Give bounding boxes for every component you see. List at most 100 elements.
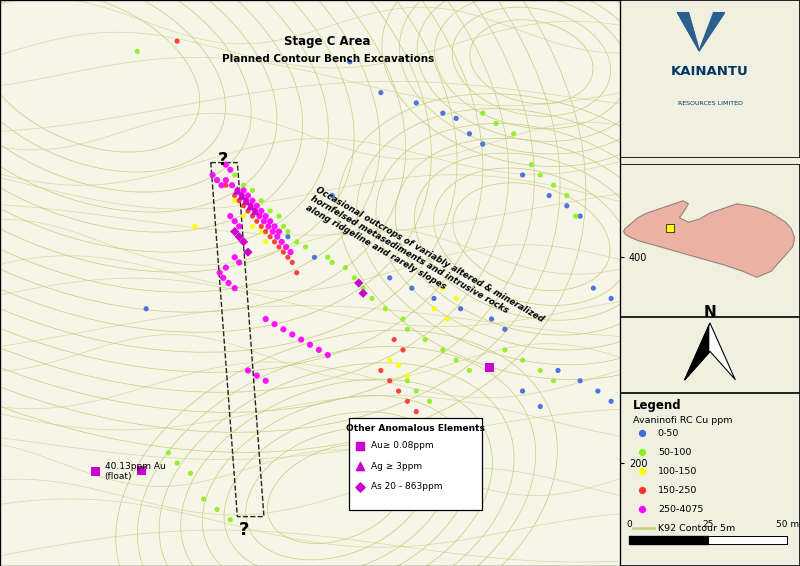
Point <box>561 191 574 200</box>
Point <box>259 376 272 385</box>
Point <box>498 345 511 354</box>
Point <box>240 196 253 205</box>
Point <box>250 217 263 226</box>
Point <box>366 294 378 303</box>
Text: Planned Contour Bench Excavations: Planned Contour Bench Excavations <box>222 54 434 63</box>
Point <box>140 304 153 313</box>
Point <box>383 355 396 365</box>
Point <box>228 191 241 200</box>
Point <box>392 361 405 370</box>
Point <box>534 402 546 411</box>
Point <box>235 191 248 200</box>
Point <box>255 207 268 216</box>
Point <box>275 237 288 246</box>
Point <box>235 191 248 200</box>
Point <box>286 330 298 339</box>
Text: 250-4075: 250-4075 <box>658 504 703 513</box>
Point <box>258 217 270 226</box>
Point <box>255 196 268 205</box>
Point <box>198 495 210 504</box>
Point <box>162 448 174 457</box>
Point <box>228 196 241 205</box>
Point <box>552 366 565 375</box>
Point <box>273 212 286 221</box>
Point <box>490 119 502 128</box>
Point <box>259 227 272 236</box>
Point <box>410 407 422 416</box>
Text: 50-100: 50-100 <box>658 448 691 457</box>
Point <box>326 191 338 200</box>
Point <box>224 165 237 174</box>
Point <box>374 88 387 97</box>
Point <box>525 160 538 169</box>
Point <box>304 340 317 349</box>
Point <box>322 350 334 359</box>
Point <box>237 237 250 246</box>
Point <box>547 181 560 190</box>
Point <box>224 515 237 524</box>
Point <box>379 304 392 313</box>
Point <box>242 247 254 256</box>
Point <box>343 57 356 66</box>
Point <box>237 181 250 190</box>
Point <box>354 482 367 491</box>
Polygon shape <box>629 536 708 543</box>
Point <box>406 284 418 293</box>
Text: As 20 - 863ppm: As 20 - 863ppm <box>371 482 442 491</box>
Point <box>250 371 263 380</box>
Point <box>516 387 529 396</box>
Point <box>483 363 496 372</box>
Point <box>401 376 414 385</box>
Point <box>135 466 148 475</box>
Point <box>262 222 274 231</box>
Point <box>224 212 237 221</box>
Point <box>228 170 241 179</box>
Point <box>189 222 202 231</box>
Point <box>253 212 266 221</box>
Point <box>131 47 144 56</box>
Point <box>210 505 223 514</box>
Text: N: N <box>704 305 716 320</box>
Polygon shape <box>678 12 699 51</box>
Point <box>605 294 618 303</box>
Point <box>450 114 462 123</box>
Point <box>237 201 250 211</box>
Point <box>339 263 352 272</box>
Point <box>170 37 183 46</box>
Point <box>233 222 246 231</box>
Point <box>401 397 414 406</box>
Text: 0: 0 <box>626 520 632 529</box>
Point <box>282 253 294 262</box>
Point <box>516 170 529 179</box>
Point <box>397 345 410 354</box>
Point <box>507 129 520 138</box>
Point <box>237 186 250 195</box>
Point <box>374 366 387 375</box>
Text: K92 Contour 5m: K92 Contour 5m <box>658 524 735 533</box>
Point <box>237 212 250 221</box>
Point <box>233 258 246 267</box>
Point <box>244 201 257 211</box>
Point <box>437 345 450 354</box>
Point <box>516 355 529 365</box>
Point <box>542 191 555 200</box>
Point <box>348 273 361 282</box>
Point <box>268 237 281 246</box>
Point <box>255 222 268 231</box>
Point <box>249 207 262 216</box>
Text: 150-250: 150-250 <box>658 486 697 495</box>
Point <box>441 315 454 324</box>
FancyBboxPatch shape <box>349 418 482 511</box>
Point <box>357 289 370 298</box>
Text: Avaninofi RC Cu ppm: Avaninofi RC Cu ppm <box>633 416 732 425</box>
Point <box>437 284 450 293</box>
Point <box>271 232 284 241</box>
Point <box>226 181 238 190</box>
Point <box>231 186 244 195</box>
Point <box>410 98 422 108</box>
Point <box>219 160 232 169</box>
Point <box>219 181 232 190</box>
Point <box>246 186 259 195</box>
Point <box>264 217 277 226</box>
Point <box>246 222 259 231</box>
